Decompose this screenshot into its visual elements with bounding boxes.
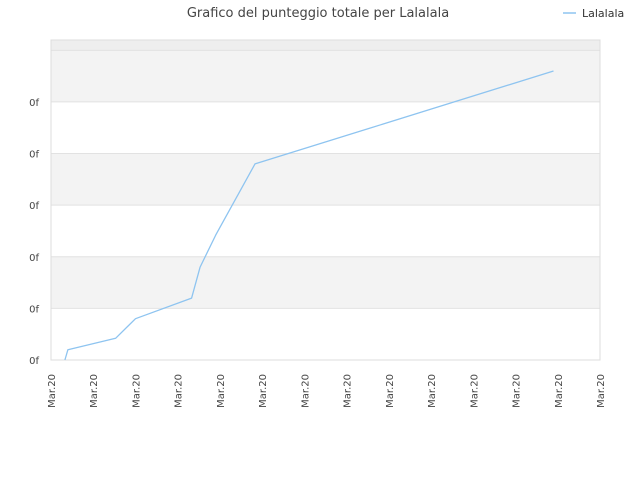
x-tick-label: Mar.20	[427, 374, 438, 408]
plot-area-border	[50, 39, 601, 361]
x-tick-label: Mar.20	[89, 374, 100, 408]
y-tick-label: 0f	[29, 201, 39, 212]
chart-title: Grafico del punteggio totale per Lalalal…	[187, 6, 449, 21]
y-tick-label: 0f	[29, 356, 39, 367]
plot-band	[51, 40, 600, 51]
plot-band	[51, 50, 600, 102]
series-line-lalalala	[64, 70, 554, 361]
gridlines	[51, 49, 600, 309]
legend-label-lalalala: Lalalala	[582, 7, 624, 20]
plot-band	[51, 308, 600, 360]
y-tick-label: 0f	[29, 98, 39, 109]
x-tick-label: Mar.20	[131, 374, 142, 408]
plot-band	[51, 205, 600, 257]
plot-band	[51, 153, 600, 206]
x-tick-label: Mar.20	[596, 374, 607, 408]
x-tick-label: Mar.20	[469, 374, 480, 408]
plot-band	[51, 101, 600, 154]
y-tick-label: 0f	[29, 304, 39, 315]
x-tick-label: Mar.20	[47, 374, 58, 408]
x-tick-label: Mar.20	[512, 374, 523, 408]
x-tick-label: Mar.20	[174, 374, 185, 408]
x-tick-label: Mar.20	[216, 374, 227, 408]
plot-band	[51, 256, 600, 309]
x-tick-label: Mar.20	[554, 374, 565, 408]
x-tick-label: Mar.20	[258, 374, 269, 408]
plot-background-bands	[51, 40, 600, 360]
x-tick-label: Mar.20	[300, 374, 311, 408]
y-tick-label: 0f	[29, 253, 39, 264]
x-axis-ticks: Mar.20 Mar.20 Mar.20 Mar.20 Mar.20 Mar.20 Mar.…	[47, 374, 607, 408]
x-tick-label: Mar.20	[343, 374, 354, 408]
x-tick-label: Mar.20	[385, 374, 396, 408]
series-layer	[64, 70, 554, 361]
y-tick-label: 0f	[29, 150, 39, 161]
legend: Lalalala	[563, 7, 624, 20]
y-axis-ticks: 0f 0f 0f 0f 0f 0f	[29, 98, 39, 367]
